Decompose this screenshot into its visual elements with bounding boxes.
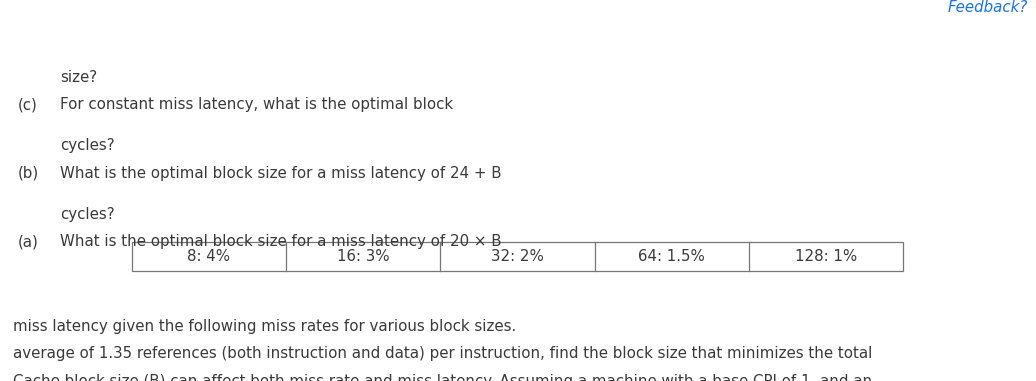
Text: For constant miss latency, what is the optimal block: For constant miss latency, what is the o… <box>60 97 453 112</box>
Text: cycles?: cycles? <box>60 207 115 222</box>
Text: 32: 2%: 32: 2% <box>491 249 544 264</box>
Text: cycles?: cycles? <box>60 138 115 153</box>
Text: Cache block size (B) can affect both miss rate and miss latency. Assuming a mach: Cache block size (B) can affect both mis… <box>13 374 872 381</box>
Text: 64: 1.5%: 64: 1.5% <box>638 249 706 264</box>
Text: 128: 1%: 128: 1% <box>795 249 858 264</box>
Text: miss latency given the following miss rates for various block sizes.: miss latency given the following miss ra… <box>13 319 517 333</box>
Text: What is the optimal block size for a miss latency of 20 × B: What is the optimal block size for a mis… <box>60 234 501 249</box>
Bar <box>132 242 903 271</box>
Text: (b): (b) <box>18 166 39 181</box>
Text: size?: size? <box>60 70 97 85</box>
Text: (a): (a) <box>18 234 38 249</box>
Text: 16: 3%: 16: 3% <box>337 249 390 264</box>
Text: average of 1.35 references (both instruction and data) per instruction, find the: average of 1.35 references (both instruc… <box>13 346 873 361</box>
Text: Feedback?: Feedback? <box>947 0 1028 15</box>
Text: What is the optimal block size for a miss latency of 24 + B: What is the optimal block size for a mis… <box>60 166 501 181</box>
Text: 8: 4%: 8: 4% <box>188 249 230 264</box>
Text: (c): (c) <box>18 97 37 112</box>
